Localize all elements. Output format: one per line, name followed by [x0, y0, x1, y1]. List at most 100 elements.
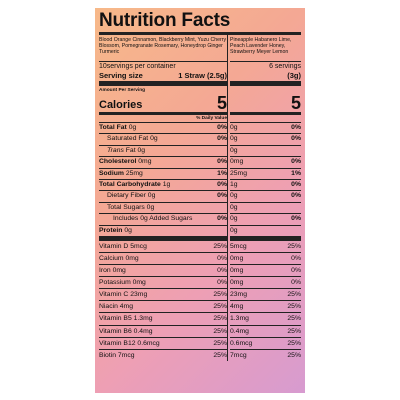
right-vitamins: 5mcg 25% 0mg 0% 0mg 0% 0mg 0% 23mg 25% 4mg 25% 1.3mg…	[230, 241, 301, 361]
amount-per-serving: Amount Per Serving	[99, 88, 146, 93]
right-calories: 5	[230, 94, 301, 112]
nutrient-label-suffix: Fat	[125, 146, 136, 154]
calories-value: 5	[290, 93, 301, 113]
row-pct: 0%	[291, 192, 301, 200]
left-serving-size: Serving size 1 Straw (2.5g)	[99, 71, 227, 81]
divider	[99, 112, 227, 115]
row-value: 4mg	[230, 303, 244, 311]
title-rule	[99, 32, 301, 35]
divider	[99, 81, 227, 86]
nutrient-amount: 0g	[147, 192, 156, 200]
vitamin-row: Potassium 0mg 0%	[99, 276, 227, 288]
vitamin-row: Biotin 7mcg 25%	[99, 348, 227, 361]
right-serving-size: (3g)	[287, 71, 301, 80]
divider	[99, 61, 227, 62]
right-servings-per-container: 6 servings	[269, 63, 301, 70]
serving-size-value: 1 Straw (2.5g)	[178, 71, 227, 80]
row-value: 1.3mg	[230, 315, 249, 323]
left-flavors: Blood Orange Cinnamon, Blackberry Mint, …	[99, 37, 227, 55]
nutrient-row: Total Sugars 0g	[99, 201, 227, 213]
row-value: Calcium 0mg	[99, 255, 139, 262]
vitamin-row: Vitamin B6 0.4mg 25%	[99, 324, 227, 337]
serving-size-label: Serving size	[99, 71, 143, 80]
row-pct: 25%	[213, 242, 227, 250]
nutrient-label: Total Fat	[99, 124, 127, 131]
row-value: 0g	[230, 226, 238, 234]
row-value: 0g	[230, 146, 238, 154]
row-value: 0.6mcg	[230, 339, 253, 347]
vitamin-row: Vitamin B12 0.6mcg 25%	[99, 336, 227, 349]
row-value: 0g	[230, 135, 238, 143]
nutrient-pct: 1%	[217, 169, 227, 177]
row-value: 0g	[230, 124, 238, 131]
row-pct: 0%	[291, 215, 301, 223]
nutrient-row: Total Fat 0g 0%	[99, 122, 227, 133]
row-value: 0mg	[230, 279, 244, 287]
nutrient-pct: 0%	[217, 135, 227, 143]
row-pct: 25%	[213, 291, 227, 299]
row-pct: 0%	[291, 279, 301, 287]
nutrient-row: 0g	[230, 224, 301, 236]
row-pct: 0%	[291, 267, 301, 275]
nutrition-label: Nutrition Facts Blood Orange Cinnamon, B…	[95, 8, 305, 393]
nutrient-amount: 0g	[146, 203, 155, 211]
nutrient-row: 0g 0%	[230, 133, 301, 144]
divider	[230, 112, 301, 115]
nutrient-row: 25mg 1%	[230, 167, 301, 179]
label-title: Nutrition Facts	[99, 10, 231, 31]
row-pct: 25%	[213, 351, 227, 359]
nutrient-label: Protein	[99, 226, 123, 234]
nutrient-row: Total Carbohydrate 1g 0%	[99, 178, 227, 190]
divider	[99, 235, 227, 241]
row-value: Vitamin B12 0.6mcg	[99, 339, 160, 347]
divider	[230, 235, 301, 241]
row-value: 1g	[230, 180, 238, 188]
row-value: 23mg	[230, 291, 248, 299]
vitamin-row: 5mcg 25%	[230, 241, 301, 252]
row-pct: 0%	[291, 255, 301, 262]
row-pct: 25%	[213, 315, 227, 323]
row-value: Iron 0mg	[99, 267, 126, 275]
row-pct: 0%	[291, 158, 301, 166]
row-value: Vitamin C 23mg	[99, 291, 148, 299]
row-pct: 0%	[217, 267, 227, 275]
vitamin-row: Vitamin D 5mcg 25%	[99, 241, 227, 252]
nutrient-pct: 0%	[217, 192, 227, 200]
nutrient-pct: 0%	[217, 215, 227, 223]
row-pct: 25%	[287, 242, 301, 250]
vitamin-row: 0.6mcg 25%	[230, 336, 301, 349]
nutrient-row: Includes 0g Added Sugars 0%	[99, 213, 227, 224]
row-pct: 0%	[217, 255, 227, 262]
nutrient-row: Cholesterol 0mg 0%	[99, 156, 227, 167]
left-calories: Calories 5	[99, 94, 227, 112]
row-value: Vitamin D 5mcg	[99, 242, 147, 250]
nutrient-label: Trans	[107, 146, 124, 154]
nutrient-row: Trans Fat 0g	[99, 144, 227, 156]
left-vitamins: Vitamin D 5mcg 25% Calcium 0mg 0% Iron 0mg 0%…	[99, 241, 227, 361]
nutrient-label: Cholesterol	[99, 158, 137, 166]
calories-value: 5	[216, 93, 227, 113]
vitamin-row: 4mg 25%	[230, 300, 301, 312]
row-pct: 0%	[291, 135, 301, 143]
spacer	[230, 115, 301, 122]
row-value: Potassium 0mg	[99, 279, 146, 287]
left-servings-per-container: 10servings per container	[99, 63, 176, 70]
right-nutrients: 0g 0% 0g 0% 0g 0mg 0% 25mg 1% 1g 0% 0g 0% 0g 0g 0% 0g	[230, 122, 301, 236]
nutrient-row: 0g 0%	[230, 190, 301, 201]
row-value: 0.4mg	[230, 327, 249, 335]
nutrition-label-inner: Nutrition Facts Blood Orange Cinnamon, B…	[99, 10, 301, 361]
row-value: Biotin 7mcg	[99, 351, 135, 359]
nutrient-row: 0g	[230, 201, 301, 213]
row-pct: 1%	[291, 169, 301, 177]
vitamin-row: Niacin 4mg 25%	[99, 300, 227, 312]
nutrient-label: Total Sugars	[107, 203, 145, 211]
row-pct: 25%	[287, 291, 301, 299]
row-pct: 25%	[213, 327, 227, 335]
row-pct: 25%	[287, 315, 301, 323]
nutrient-amount: 0g	[128, 124, 137, 131]
nutrient-row: 1g 0%	[230, 178, 301, 190]
nutrient-amount: 25mg	[125, 169, 143, 177]
nutrient-pct: 0%	[217, 124, 227, 131]
nutrient-amount: 0g	[150, 135, 158, 143]
row-value: 7mcg	[230, 351, 247, 359]
